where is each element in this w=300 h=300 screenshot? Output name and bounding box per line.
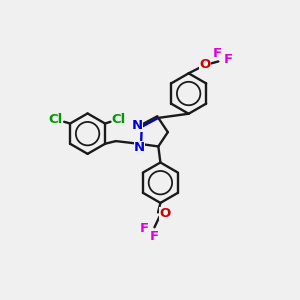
Text: O: O xyxy=(159,206,170,220)
Text: Cl: Cl xyxy=(112,113,126,126)
Text: F: F xyxy=(213,46,222,60)
Text: F: F xyxy=(140,222,148,235)
Text: F: F xyxy=(223,52,232,66)
Text: F: F xyxy=(150,230,159,243)
Text: N: N xyxy=(132,119,143,132)
Text: O: O xyxy=(200,58,211,71)
Text: Cl: Cl xyxy=(48,113,62,126)
Text: N: N xyxy=(134,141,145,154)
